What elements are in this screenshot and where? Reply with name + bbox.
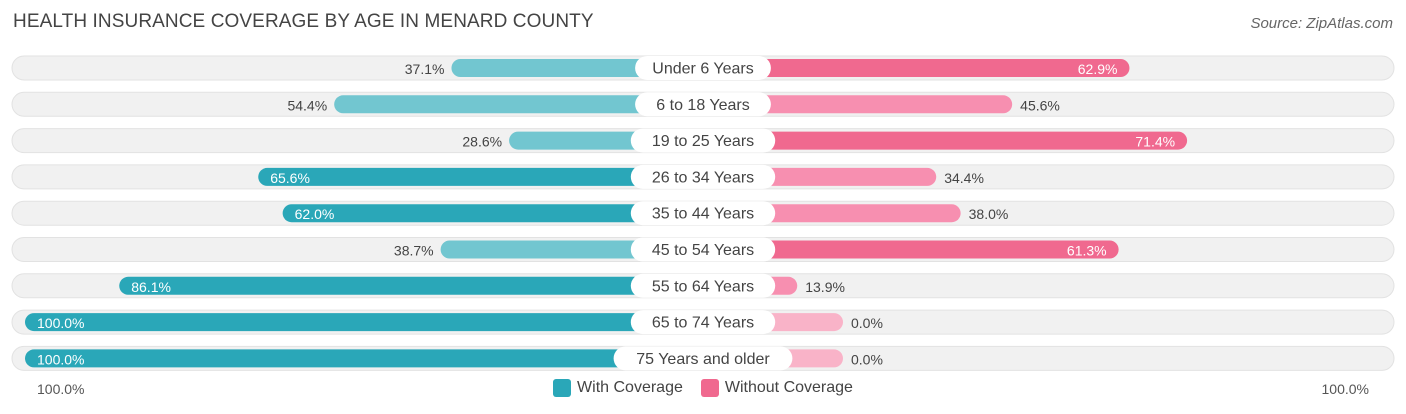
category-pill — [635, 92, 771, 117]
without-coverage-value-label: 45.6% — [1020, 97, 1060, 113]
category-label: 19 to 25 Years — [652, 133, 754, 150]
without-coverage-value-label: 71.4% — [1135, 134, 1175, 150]
with-coverage-value-label: 65.6% — [270, 170, 310, 186]
with-coverage-bar — [25, 349, 703, 368]
category-label: Under 6 Years — [652, 61, 753, 78]
category-label: 75 Years and older — [636, 351, 770, 368]
category-label: 35 to 44 Years — [652, 206, 754, 223]
with-coverage-bar — [119, 276, 703, 295]
with-coverage-bar — [25, 313, 703, 332]
without-coverage-bar — [703, 59, 1130, 77]
axis-right-label: 100.0% — [1321, 381, 1369, 397]
without-coverage-bar — [703, 131, 1188, 150]
without-coverage-value-label: 61.3% — [1067, 243, 1107, 259]
without-coverage-value-label: 38.0% — [969, 206, 1009, 222]
category-pill — [635, 56, 771, 80]
without-coverage-swatch — [700, 379, 719, 397]
category-label: 26 to 34 Years — [652, 169, 754, 186]
legend-label-without-coverage: Without Coverage — [724, 379, 853, 396]
with-coverage-bar — [258, 167, 703, 186]
without-coverage-value-label: 0.0% — [851, 315, 883, 331]
with-coverage-value-label: 86.1% — [131, 279, 171, 295]
category-label: 45 to 54 Years — [652, 242, 754, 259]
category-pill — [630, 128, 776, 153]
with-coverage-bar — [334, 95, 703, 114]
with-coverage-swatch — [553, 379, 572, 397]
without-coverage-value-label: 34.4% — [944, 170, 984, 186]
category-pill — [630, 201, 776, 226]
with-coverage-value-label: 62.0% — [295, 206, 335, 222]
with-coverage-bar — [282, 204, 703, 223]
without-coverage-value-label: 62.9% — [1078, 61, 1118, 77]
category-pill — [613, 346, 793, 371]
with-coverage-value-label: 37.1% — [405, 61, 445, 77]
legend-item-without-coverage: Without Coverage — [700, 379, 853, 397]
category-pill — [630, 310, 776, 335]
axis-left-label: 100.0% — [37, 381, 85, 397]
chart-title: HEALTH INSURANCE COVERAGE BY AGE IN MENA… — [13, 11, 594, 32]
category-label: 6 to 18 Years — [656, 97, 749, 114]
with-coverage-value-label: 54.4% — [287, 97, 327, 113]
category-pill — [630, 273, 776, 298]
category-pill — [630, 164, 776, 189]
legend-label-with-coverage: With Coverage — [577, 379, 683, 396]
category-label: 55 to 64 Years — [652, 278, 754, 295]
without-coverage-value-label: 0.0% — [851, 351, 883, 367]
without-coverage-bar — [703, 95, 1013, 114]
without-coverage-value-label: 13.9% — [805, 279, 845, 295]
legend-item-with-coverage: With Coverage — [553, 379, 683, 397]
with-coverage-value-label: 38.7% — [394, 243, 434, 259]
with-coverage-value-label: 28.6% — [462, 134, 502, 150]
with-coverage-value-label: 100.0% — [37, 351, 84, 367]
source-credit: Source: ZipAtlas.com — [1250, 15, 1393, 32]
category-pill — [630, 237, 776, 262]
legend: With Coverage Without Coverage — [0, 379, 1406, 397]
category-label: 65 to 74 Years — [652, 315, 754, 332]
with-coverage-value-label: 100.0% — [37, 315, 84, 331]
without-coverage-bar — [703, 240, 1119, 259]
